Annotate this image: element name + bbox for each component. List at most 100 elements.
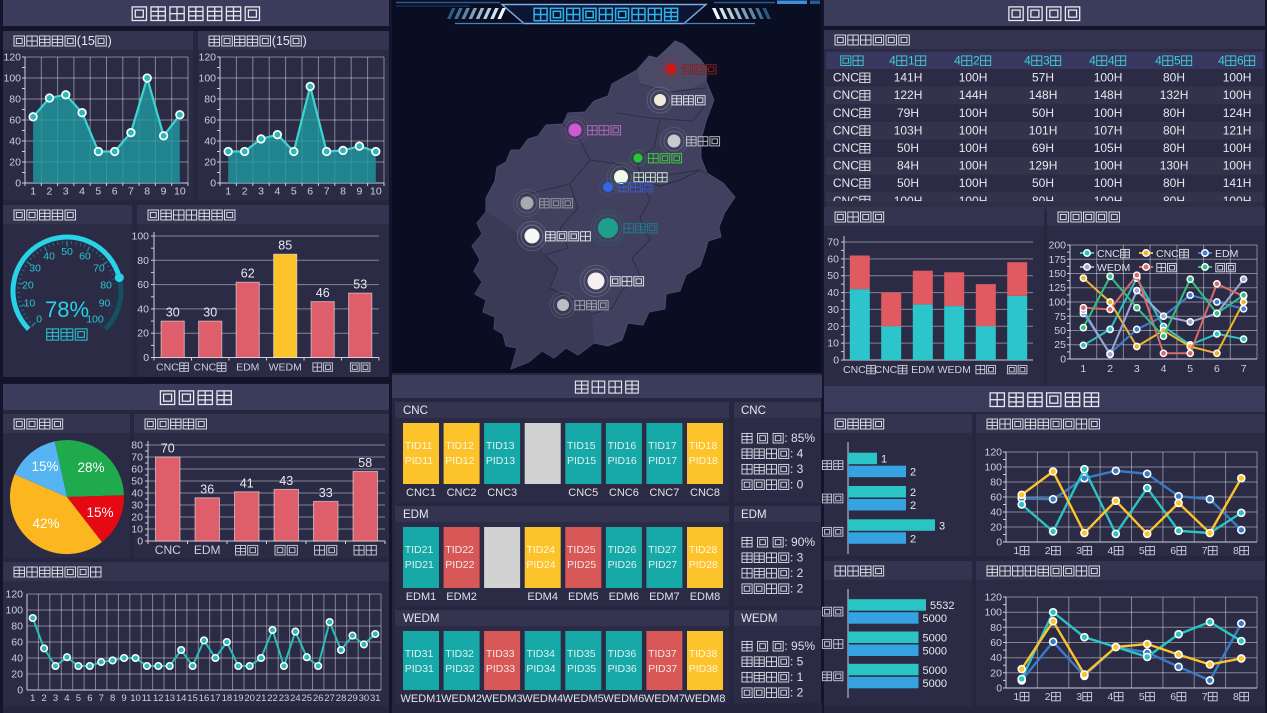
svg-text:25: 25 xyxy=(302,693,313,704)
svg-text:TID18: TID18 xyxy=(689,440,718,452)
svg-text:9: 9 xyxy=(161,186,167,198)
svg-text:(15: (15 xyxy=(77,34,95,48)
svg-text:40: 40 xyxy=(827,287,839,299)
svg-text:7: 7 xyxy=(128,186,134,198)
svg-text:WEDM8: WEDM8 xyxy=(685,693,726,705)
svg-text:TID27: TID27 xyxy=(648,544,677,556)
svg-text:0: 0 xyxy=(210,178,216,190)
svg-text:144H: 144H xyxy=(959,88,988,102)
svg-text:TID16: TID16 xyxy=(608,440,637,452)
svg-text:PID36: PID36 xyxy=(608,663,637,675)
svg-text:36: 36 xyxy=(200,482,214,496)
svg-text:46: 46 xyxy=(316,286,330,300)
svg-text:EDM7: EDM7 xyxy=(649,591,680,603)
svg-text:2: 2 xyxy=(1107,363,1113,375)
svg-text:5: 5 xyxy=(1139,691,1145,703)
svg-text:69H: 69H xyxy=(1032,141,1054,155)
svg-text:: 0: : 0 xyxy=(790,478,804,492)
svg-text:20: 20 xyxy=(990,522,1002,534)
svg-text:33: 33 xyxy=(319,486,333,500)
svg-text:10: 10 xyxy=(174,186,186,198)
svg-text:WEDM3: WEDM3 xyxy=(482,693,523,705)
svg-text:50: 50 xyxy=(61,246,73,258)
svg-text:62: 62 xyxy=(241,267,255,281)
svg-text:12: 12 xyxy=(153,693,164,704)
svg-text:100H: 100H xyxy=(959,159,988,173)
svg-text:15%: 15% xyxy=(87,505,114,520)
svg-text:TID13: TID13 xyxy=(486,440,515,452)
svg-text:CNC: CNC xyxy=(833,71,859,85)
svg-text:PID35: PID35 xyxy=(567,663,596,675)
svg-text:1: 1 xyxy=(30,693,35,704)
svg-text:29: 29 xyxy=(347,693,358,704)
svg-text:CNC: CNC xyxy=(194,362,217,374)
svg-text:57H: 57H xyxy=(1032,71,1054,85)
svg-text:70: 70 xyxy=(93,262,105,274)
svg-text:CNC6: CNC6 xyxy=(609,487,639,499)
svg-text:CNC: CNC xyxy=(833,88,859,102)
svg-text:CNC: CNC xyxy=(1156,248,1179,260)
svg-text:70: 70 xyxy=(161,442,175,456)
svg-text:1: 1 xyxy=(881,454,887,466)
svg-text:6: 6 xyxy=(1170,545,1176,557)
svg-text:: 3: : 3 xyxy=(790,462,804,476)
svg-text:5000: 5000 xyxy=(923,633,947,645)
svg-text:PID32: PID32 xyxy=(445,663,474,675)
svg-text:40: 40 xyxy=(990,652,1002,664)
svg-text:PID15: PID15 xyxy=(567,455,596,467)
svg-text:26: 26 xyxy=(313,693,324,704)
svg-text:EDM: EDM xyxy=(236,362,259,374)
svg-text:141H: 141H xyxy=(1223,176,1252,190)
svg-text:0: 0 xyxy=(1060,354,1066,366)
svg-text:): ) xyxy=(108,34,112,48)
svg-text:CNC: CNC xyxy=(875,364,898,376)
svg-text:9: 9 xyxy=(357,186,363,198)
svg-text:120: 120 xyxy=(4,52,22,64)
svg-text:1: 1 xyxy=(1080,363,1086,375)
svg-text:2: 2 xyxy=(910,533,916,545)
svg-text:200: 200 xyxy=(1049,240,1067,252)
svg-text:80: 80 xyxy=(100,279,112,291)
svg-text:6: 6 xyxy=(1237,54,1244,68)
svg-text:4: 4 xyxy=(889,54,896,68)
svg-text:8: 8 xyxy=(110,693,115,704)
svg-text:100H: 100H xyxy=(959,194,988,208)
svg-text:100H: 100H xyxy=(959,71,988,85)
svg-text:129H: 129H xyxy=(1029,159,1058,173)
svg-text:4: 4 xyxy=(1218,54,1225,68)
svg-text:75: 75 xyxy=(1054,311,1066,323)
svg-text:8: 8 xyxy=(144,186,150,198)
svg-text:100: 100 xyxy=(199,73,217,85)
svg-text:1: 1 xyxy=(1013,545,1019,557)
svg-text:5000: 5000 xyxy=(923,678,947,690)
svg-text:5000: 5000 xyxy=(923,665,947,677)
svg-text:TID11: TID11 xyxy=(405,440,433,452)
svg-text:3: 3 xyxy=(258,186,264,198)
svg-text:8: 8 xyxy=(340,186,346,198)
svg-text:10: 10 xyxy=(131,524,143,536)
svg-text:1: 1 xyxy=(908,54,915,68)
svg-text:20: 20 xyxy=(990,667,1002,679)
svg-text:100: 100 xyxy=(86,313,104,325)
svg-text:100: 100 xyxy=(1049,297,1067,309)
svg-text:WEDM4: WEDM4 xyxy=(522,693,563,705)
svg-text:TID12: TID12 xyxy=(445,440,474,452)
svg-text:TID38: TID38 xyxy=(689,648,718,660)
svg-text:141H: 141H xyxy=(894,71,923,85)
svg-text:: 1: : 1 xyxy=(790,670,804,684)
svg-text:6: 6 xyxy=(87,693,92,704)
svg-text:100H: 100H xyxy=(1094,194,1123,208)
svg-text:60: 60 xyxy=(827,253,839,265)
svg-text:20: 20 xyxy=(22,279,34,291)
svg-text:3: 3 xyxy=(1043,54,1050,68)
svg-text:): ) xyxy=(303,34,307,48)
svg-text:15%: 15% xyxy=(32,459,59,474)
svg-text:PID24: PID24 xyxy=(526,559,555,571)
svg-text:100H: 100H xyxy=(959,176,988,190)
svg-text:2: 2 xyxy=(42,693,47,704)
svg-text:PID33: PID33 xyxy=(486,663,515,675)
svg-text:WEDM1: WEDM1 xyxy=(401,693,442,705)
svg-text:TID21: TID21 xyxy=(405,544,434,556)
svg-text:20: 20 xyxy=(244,693,255,704)
svg-text:25: 25 xyxy=(1054,339,1066,351)
